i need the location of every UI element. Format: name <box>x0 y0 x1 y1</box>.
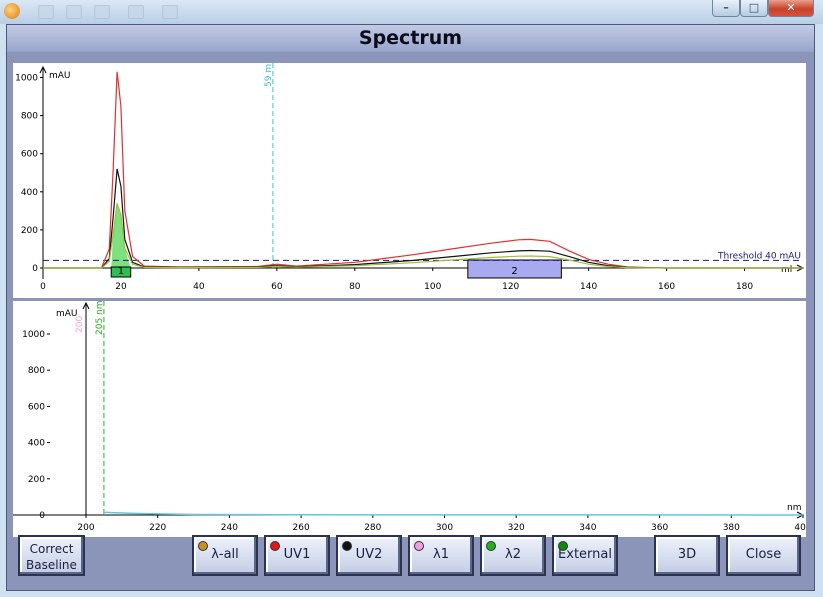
x-tick-label: 400 <box>794 523 806 533</box>
spectrum-plot[interactable]: mAU nm 0 200 400 600 800 1000 200 220 240 260 280 300… <box>13 301 806 537</box>
lambda2-dot-icon <box>486 541 496 551</box>
close-label: Close <box>745 547 782 562</box>
x-tick-label: 380 <box>723 523 740 533</box>
document-icon[interactable] <box>94 5 110 19</box>
x-tick-label: 80 <box>349 282 361 292</box>
lambda2-button[interactable]: λ2 <box>480 535 546 576</box>
threshold-label: Threshold 40 mAU <box>717 251 801 261</box>
dialog-title: Spectrum <box>7 25 814 52</box>
close-button[interactable]: Close <box>726 535 801 576</box>
external-label: External <box>558 547 612 562</box>
y-tick-label: 600 <box>21 150 38 160</box>
x-tick-label: 20 <box>115 282 127 292</box>
3d-button[interactable]: 3D <box>654 535 720 576</box>
spectrum-chart[interactable]: mAU nm 0 200 400 600 800 1000 200 220 240 260 280 300… <box>13 301 806 537</box>
uv1-button[interactable]: UV1 <box>264 535 330 576</box>
y-tick-label: 200 <box>28 475 45 485</box>
x-unit-label: ml <box>781 265 792 275</box>
uv1-label: UV1 <box>283 547 311 562</box>
y-tick-label: 0 <box>32 264 38 274</box>
x-tick-label: 240 <box>221 523 238 533</box>
app-logo-icon <box>4 3 20 19</box>
x-tick-label: 60 <box>271 282 283 292</box>
y-tick-label: 600 <box>28 402 45 412</box>
y-tick-label: 800 <box>28 366 45 376</box>
peak-region <box>111 203 131 268</box>
y-axis-arrow-icon <box>39 65 47 74</box>
lambda1-marker-label: 200 <box>75 316 85 333</box>
lambda1-button[interactable]: λ1 <box>408 535 474 576</box>
x-tick-label: 260 <box>293 523 310 533</box>
uv2-dot-icon <box>342 541 352 551</box>
x-tick-label: 300 <box>436 523 453 533</box>
x-tick-label: 40 <box>193 282 205 292</box>
series-line <box>43 71 803 269</box>
x-tick-label: 180 <box>736 282 753 292</box>
lambda1-dot-icon <box>414 541 424 551</box>
uv2-button[interactable]: UV2 <box>336 535 402 576</box>
y-tick-label: 400 <box>21 188 38 198</box>
x-tick-label: 340 <box>579 523 596 533</box>
volume-marker-label: 59 ml <box>264 63 274 87</box>
series-line <box>43 203 803 269</box>
x-tick-label: 140 <box>580 282 597 292</box>
x-tick-label: 120 <box>502 282 519 292</box>
x-tick-label: 100 <box>424 282 441 292</box>
lambda2-label: λ2 <box>505 547 521 562</box>
spectrum-dialog: Spectrum mAU ml 0 200 400 600 800 1000 0 20 40 60 80… <box>6 24 815 591</box>
peak-label: 2 <box>511 266 517 277</box>
x-tick-label: 220 <box>149 523 166 533</box>
lambda2-marker-label: 205 nm <box>95 301 105 335</box>
correct-baseline-label: Correct Baseline <box>26 542 77 572</box>
maximize-button[interactable]: □ <box>740 0 768 17</box>
y-tick-label: 200 <box>21 226 38 236</box>
x-tick-label: 200 <box>77 523 94 533</box>
close-window-button[interactable]: ✕ <box>768 0 814 17</box>
y-tick-label: 800 <box>21 112 38 122</box>
x-unit-label: nm <box>787 503 801 513</box>
y-unit-label: mAU <box>56 309 78 319</box>
correct-baseline-button[interactable]: Correct Baseline <box>18 535 85 576</box>
y-tick-label: 0 <box>39 511 45 521</box>
chromatogram-chart[interactable]: mAU ml 0 200 400 600 800 1000 0 20 40 60 80 100 120 140… <box>13 63 806 298</box>
minimize-button[interactable]: – <box>712 0 740 17</box>
peak-label: 1 <box>118 266 124 277</box>
x-tick-label: 0 <box>40 282 46 292</box>
x-tick-label: 280 <box>364 523 381 533</box>
x-tick-label: 360 <box>651 523 668 533</box>
x-tick-label: 320 <box>508 523 525 533</box>
x-tick-label: 160 <box>658 282 675 292</box>
y-axis-arrow-icon <box>82 301 90 310</box>
spectrum-line <box>103 511 804 516</box>
print-icon[interactable] <box>66 5 82 19</box>
y-tick-label: 1000 <box>22 330 45 340</box>
y-tick-label: 1000 <box>15 74 38 84</box>
undo-icon[interactable] <box>128 5 144 19</box>
dropdown-icon[interactable] <box>162 5 178 19</box>
series-line <box>43 168 803 269</box>
save-icon[interactable] <box>38 5 54 19</box>
external-dot-icon <box>558 541 568 551</box>
window-titlebar: – □ ✕ <box>0 0 823 24</box>
external-button[interactable]: External <box>552 535 618 576</box>
uv2-label: UV2 <box>355 547 383 562</box>
lambda-all-button[interactable]: λ-all <box>192 535 258 576</box>
y-unit-label: mAU <box>49 71 71 81</box>
lambda-all-label: λ-all <box>211 547 239 562</box>
peak-marker <box>110 266 132 278</box>
chromatogram-plot[interactable]: mAU ml 0 200 400 600 800 1000 0 20 40 60 80 100 120 140… <box>13 63 806 298</box>
lambda-all-dot-icon <box>198 541 208 551</box>
uv1-dot-icon <box>270 541 280 551</box>
3d-label: 3D <box>677 547 697 562</box>
lambda1-label: λ1 <box>433 547 449 562</box>
y-tick-label: 400 <box>28 439 45 449</box>
